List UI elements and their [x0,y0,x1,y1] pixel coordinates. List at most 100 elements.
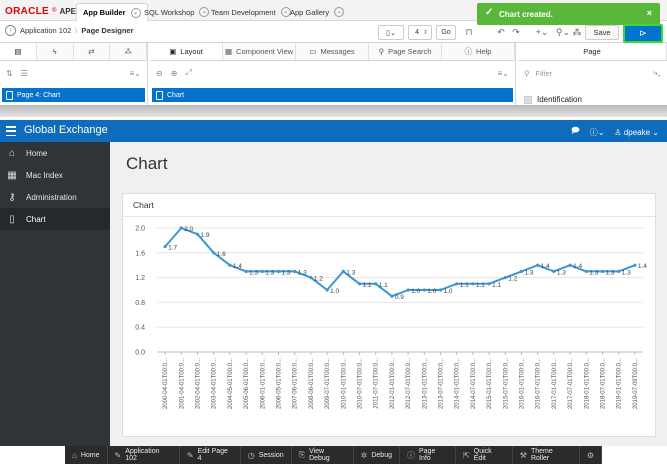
devbar-label: Edit Page 4 [197,448,228,462]
x-tick-label: 2001-04-01T00:0... [179,358,185,409]
chevron-down-icon[interactable]: ⌄ [199,7,210,17]
shared-components-icon[interactable]: ⁂ [572,27,582,37]
tab-page-search[interactable]: ⚲ Page Search [369,43,442,60]
chart-region: Chart 0.0 0.4 0.8 1.2 1.6 2.0 2000-04-01T00:0.… [122,193,656,437]
devbar-item-session[interactable]: ◷ Session [241,446,292,464]
data-point [212,251,216,255]
arrow-up-icon[interactable]: ↑ [5,25,16,36]
tree-node-page[interactable]: Page 4: Chart [2,88,145,102]
play-icon: ⊳ [639,28,647,38]
tab-rendering[interactable]: ▤ [0,43,37,60]
left-pane: ▤ ϟ ⇄ ⁂ ⇅ ☰ ≡⌄ Page 4: Chart [0,43,148,105]
sidebar-item-mac-index[interactable]: ▦ Mac Index [0,164,110,186]
user-menu[interactable]: ♙ dpeake ⌄ [614,127,659,137]
utilities-menu-icon[interactable]: ⚲⌄ [555,27,571,37]
save-button[interactable]: Save [585,25,619,40]
data-point [422,288,426,292]
data-label: 1.3 [298,269,307,276]
data-point [633,263,637,267]
devbar-item-settings[interactable]: ⚙ [580,446,602,464]
goto-group-icon[interactable]: ⤷⌄ [653,68,661,77]
data-label: 1.3 [525,269,534,276]
tab-app-builder[interactable]: App Builder ⌄ [76,3,148,21]
redo-icon[interactable]: ↷ [512,27,520,37]
tab-help[interactable]: ⓘ Help [442,43,515,60]
devbar-item-page-info[interactable]: ⓘ Page Info [400,446,457,464]
data-label: 1.4 [233,263,242,270]
x-tick-label: 2012-01-01T00:0... [390,358,396,409]
x-tick-label: 2005-06-01T00:0... [244,358,250,409]
devbar-label: Quick Edit [473,448,492,462]
undo-icon[interactable]: ↶ [497,27,505,37]
x-tick-label: 2013-01-01T00:0... [422,358,428,409]
page-type-select[interactable]: ▯ ⌄ [378,25,404,40]
go-button[interactable]: Go [436,25,456,40]
center-pane: ▣ Layout ▦ Component View ▭ Messages ⚲ Page … [150,43,516,105]
devbar-item-home[interactable]: ⌂ Home [65,446,108,464]
devbar-label: Home [80,451,100,459]
app-title[interactable]: Global Exchange [24,124,108,136]
x-tick-label: 2007-06-01T00:0... [293,358,299,409]
fullscreen-icon[interactable]: ⤢ [185,68,192,77]
create-menu-icon[interactable]: +⌄ [535,27,549,37]
page-designer-toolbar: ↑ Application 102 \ Page Designer ▯ ⌄ 4 ⇕… [0,21,667,43]
data-point [471,282,475,286]
breadcrumb-app-link[interactable]: Application 102 [20,26,72,35]
tab-messages[interactable]: ▭ Messages [296,43,369,60]
help-menu-icon[interactable]: ⓘ⌄ [589,127,605,137]
devbar-item-theme-roller[interactable]: ⚒ Theme Roller [513,446,580,464]
tab-app-gallery[interactable]: App Gallery ⌄ [284,3,350,21]
lock-icon[interactable]: ⊓ [465,27,473,37]
expand-icon[interactable]: ⇅ [6,68,13,78]
property-group-label: Identification [537,95,582,104]
data-label: 1.0 [411,288,420,295]
chevron-down-icon[interactable]: ⌄ [334,7,345,17]
devbar-item-quick-edit[interactable]: ⇱ Quick Edit [456,446,513,464]
property-group-identification[interactable]: Identification [524,95,582,104]
zoom-out-icon[interactable]: ⊖ [156,68,163,78]
tab-sql-workshop[interactable]: SQL Workshop ⌄ [138,3,215,21]
devbar-item-debug[interactable]: ✲ Debug [354,446,400,464]
stepper-icon[interactable]: ⇕ [422,30,428,36]
devbar-icon: ✎ [186,450,194,460]
zoom-in-icon[interactable]: ⊕ [170,68,178,78]
sidebar-item-home[interactable]: ⌂ Home [0,142,110,164]
oracle-apex-logo[interactable]: ORACLE ® APEX [5,5,81,17]
chevron-down-icon[interactable]: ⌄ [280,7,291,17]
chevron-down-icon[interactable]: ⌄ [130,7,141,18]
data-label: 1.3 [622,269,631,276]
tab-layout[interactable]: ▣ Layout [150,43,223,60]
page-icon: ▯ [386,29,390,37]
chevron-down-icon: ⌄ [389,29,396,37]
devbar-label: Session [258,451,284,459]
tab-component-view[interactable]: ▦ Component View [223,43,296,60]
menu-icon[interactable]: ≡⌄ [497,68,509,78]
tab-page-properties[interactable]: Page [518,43,667,60]
success-toast: ✓ Chart created. × [477,3,660,25]
order-icon[interactable]: ☰ [20,68,28,78]
sidebar-item-administration[interactable]: ⚷ Administration [0,186,110,208]
x-tick-label: 2013-07-01T00:0... [439,358,445,409]
header-actions: 🗩 ⓘ⌄ ♙ dpeake ⌄ [571,125,659,139]
data-label: 1.3 [282,269,291,276]
page-number-input[interactable]: 4 ⇕ [408,25,432,40]
y-tick-label: 2.0 [135,226,145,233]
sidebar-item-chart[interactable]: ▯ Chart [0,208,110,230]
filter-input[interactable]: ⚲ Filter ⤷⌄ [518,63,667,83]
menu-icon[interactable]: ≡⌄ [129,68,141,78]
devbar-item-edit-page-4[interactable]: ✎ Edit Page 4 [180,446,241,464]
tab-dynamic-actions[interactable]: ϟ [37,43,74,60]
run-page-button[interactable]: ⊳ [623,24,663,43]
devbar-item-application-102[interactable]: ✎ Application 102 [108,446,180,464]
close-icon[interactable]: × [646,8,652,18]
devbar-item-view-debug[interactable]: ⎘ View Debug [292,446,354,464]
tab-team-development[interactable]: Team Development ⌄ [205,3,297,21]
layout-region-chart[interactable]: Chart [152,88,513,102]
tab-processing[interactable]: ⇄ [74,43,111,60]
tab-label: Component View [236,47,294,56]
chat-icon[interactable]: 🗩 [570,126,580,135]
tab-shared[interactable]: ⁂ [110,43,147,60]
grid-icon: ▦ [224,47,233,56]
x-tick-label: 2015-01-01T00:0... [487,358,493,409]
hamburger-menu-icon[interactable] [6,126,16,136]
